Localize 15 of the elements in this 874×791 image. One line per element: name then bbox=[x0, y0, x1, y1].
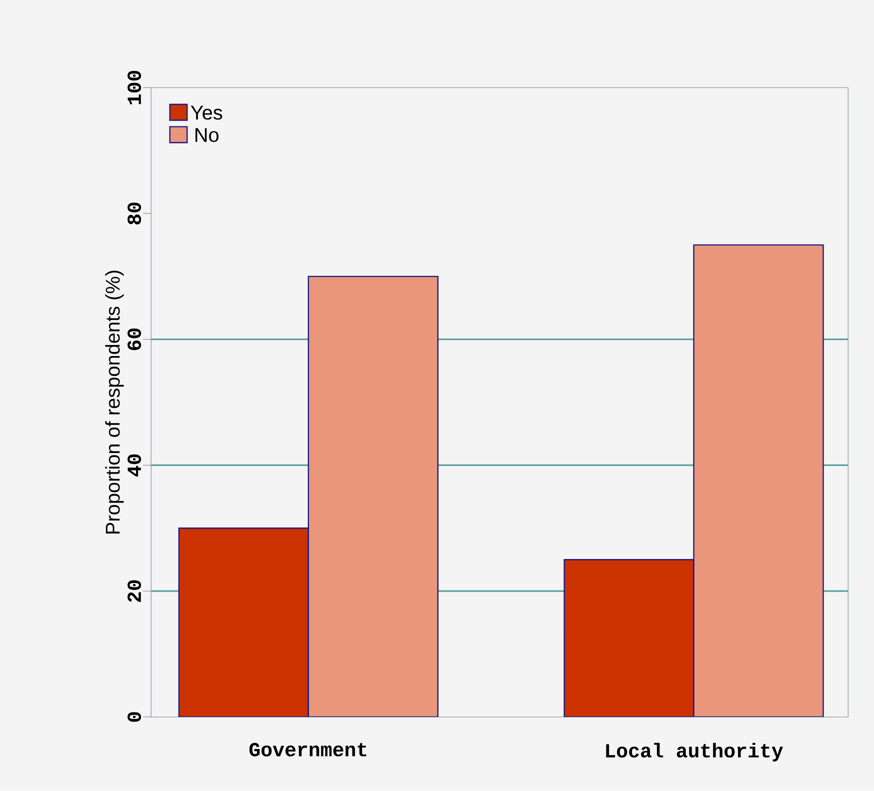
legend-label: No bbox=[196, 128, 219, 142]
legend-label: Yes bbox=[190, 106, 222, 120]
bar bbox=[178, 528, 310, 718]
bar bbox=[564, 559, 694, 718]
y-tick-label: 20 bbox=[128, 580, 142, 602]
y-tick-label: 60 bbox=[128, 328, 142, 350]
y-tick-label: 0 bbox=[128, 712, 142, 722]
bar bbox=[693, 244, 824, 718]
y-tick-label: 100 bbox=[128, 71, 142, 104]
x-tick-label: Local authority bbox=[606, 743, 783, 762]
y-tick-label: 80 bbox=[128, 202, 142, 225]
bar bbox=[308, 276, 438, 718]
y-axis-title: Proportion of respondents (%) bbox=[105, 270, 124, 534]
y-tick-label: 40 bbox=[128, 454, 142, 477]
x-tick-label: Government bbox=[249, 743, 366, 757]
